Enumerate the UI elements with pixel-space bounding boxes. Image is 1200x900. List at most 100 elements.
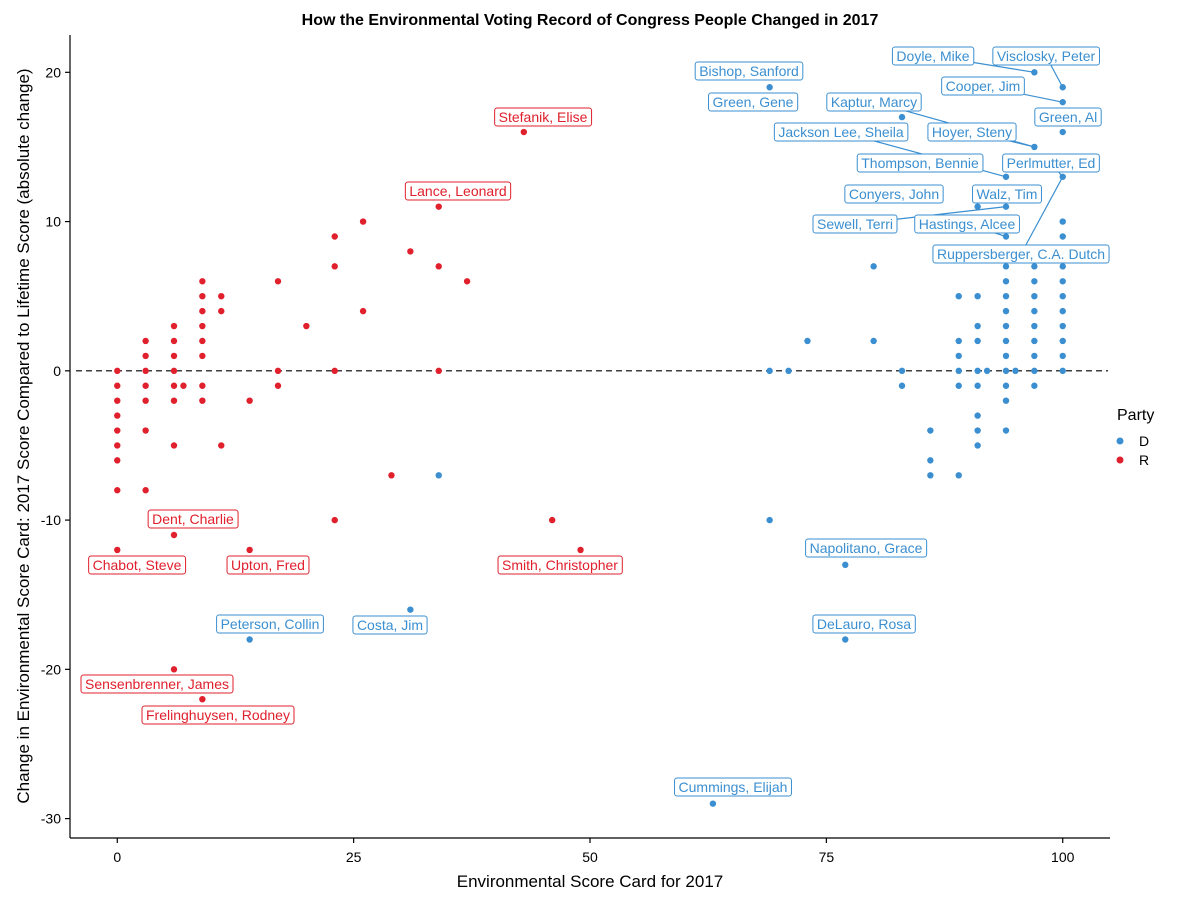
data-point-d: [1059, 128, 1066, 136]
data-point-r: [170, 352, 178, 360]
point-label-text: Sensenbrenner, James: [85, 676, 229, 692]
data-point-r: [199, 382, 206, 389]
point-label-box: [1002, 153, 1100, 173]
point-label-box: [694, 61, 804, 81]
point-label-text: Hoyer, Steny: [932, 124, 1012, 140]
point-labels: Bishop, Sanford Doyle, Mike Visclosky, Pet…: [80, 46, 1110, 797]
data-point-d: [1031, 278, 1038, 285]
data-point-r: [577, 546, 584, 554]
data-point-d: [1031, 143, 1038, 151]
data-point-r: [199, 307, 206, 315]
data-point-d: [842, 636, 849, 643]
point-label-box: [352, 615, 428, 635]
x-tick-label: 25: [346, 849, 362, 865]
data-point-r: [199, 397, 206, 404]
data-point-d: [1059, 263, 1066, 270]
data-point-r: [114, 397, 121, 404]
data-point-r: [199, 322, 206, 330]
data-point-d: [974, 442, 981, 449]
point-label-box: [88, 555, 187, 575]
point-label-text: Doyle, Mike: [896, 48, 969, 64]
point-label: Green, Al: [1034, 107, 1102, 127]
data-point-d: [974, 203, 981, 210]
y-tick-label: 20: [45, 64, 61, 80]
point-label: Chabot, Steve: [88, 555, 187, 575]
data-point-r: [170, 322, 178, 330]
data-point-d: [766, 516, 773, 524]
chart-title: How the Environmental Voting Record of C…: [302, 12, 879, 29]
data-point-r: [331, 367, 338, 375]
data-point-d: [246, 636, 253, 643]
data-point-d: [955, 337, 962, 345]
point-label: Frelinghuysen, Rodney: [141, 705, 295, 725]
data-point-d: [804, 337, 811, 345]
point-label: Conyers, John: [844, 184, 944, 204]
data-point-d: [766, 84, 773, 91]
data-point-d: [955, 367, 962, 375]
data-point-d: [870, 337, 877, 345]
data-point-d: [1059, 307, 1066, 315]
data-point-r: [520, 128, 528, 136]
point-label-box: [914, 214, 1020, 234]
leader-line: [1020, 176, 1064, 255]
point-label-text: Perlmutter, Ed: [1007, 155, 1096, 171]
point-label-text: Ruppersberger, C.A. Dutch: [937, 246, 1105, 262]
point-label-text: Cummings, Elijah: [679, 779, 788, 795]
data-point-d: [1059, 173, 1066, 180]
data-point-r: [199, 292, 206, 300]
point-label: Visclosky, Peter: [992, 46, 1100, 66]
point-label-text: Cooper, Jim: [946, 78, 1021, 94]
point-label: Kaptur, Marcy: [826, 92, 922, 112]
data-point-d: [974, 367, 981, 375]
data-point-d: [1059, 367, 1066, 375]
data-point-r: [199, 337, 206, 345]
data-point-r: [199, 278, 206, 285]
point-label-box: [856, 153, 984, 173]
data-point-r: [114, 487, 121, 494]
data-point-r: [142, 427, 149, 434]
data-point-r: [274, 382, 282, 389]
point-label-box: [992, 46, 1100, 66]
data-point-r: [114, 367, 121, 375]
data-point-d: [1031, 352, 1038, 360]
point-label: Lance, Leonard: [404, 181, 512, 201]
point-label-box: [141, 705, 295, 725]
point-label-box: [826, 92, 922, 112]
point-label: Ruppersberger, C.A. Dutch: [932, 244, 1110, 264]
data-point-d: [1002, 427, 1010, 434]
data-points: [114, 69, 1066, 807]
data-point-d: [407, 606, 414, 613]
data-point-d: [1002, 382, 1010, 389]
data-point-d: [1059, 84, 1066, 91]
point-label: Sensenbrenner, James: [80, 674, 234, 694]
data-point-d: [1031, 263, 1038, 270]
data-point-r: [274, 278, 282, 285]
data-point-d: [1002, 292, 1010, 300]
data-point-r: [170, 382, 178, 389]
data-point-d: [1059, 278, 1066, 285]
point-label: Smith, Christopher: [497, 555, 623, 575]
point-label: Bishop, Sanford: [694, 61, 804, 81]
data-point-r: [114, 382, 121, 389]
data-point-r: [218, 442, 225, 449]
data-point-r: [142, 382, 149, 389]
point-label: Walz, Tim: [972, 184, 1042, 204]
data-point-d: [955, 352, 962, 360]
data-point-r: [199, 352, 206, 360]
point-label-text: Visclosky, Peter: [997, 48, 1096, 64]
point-label-box: [404, 181, 512, 201]
data-point-r: [170, 666, 178, 673]
point-label-box: [147, 509, 239, 529]
point-label: Jackson Lee, Sheila: [773, 122, 909, 142]
data-point-r: [170, 531, 178, 539]
data-point-d: [1031, 367, 1038, 375]
legend-key-r: [1116, 456, 1124, 464]
data-point-r: [246, 397, 253, 404]
legend: Party DR: [1116, 407, 1154, 468]
point-label: Green, Gene: [708, 92, 799, 112]
data-point-r: [331, 516, 338, 524]
x-tick-label: 50: [582, 849, 598, 865]
point-label-text: Smith, Christopher: [502, 557, 618, 573]
